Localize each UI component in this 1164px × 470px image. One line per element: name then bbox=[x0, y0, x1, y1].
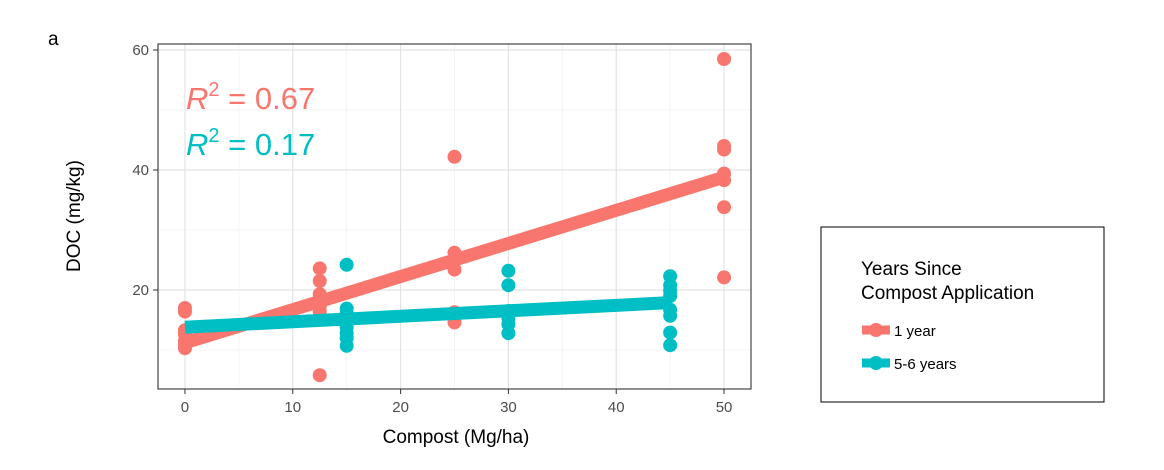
x-tick-label: 0 bbox=[181, 399, 189, 416]
point-5-6-years bbox=[339, 338, 354, 353]
fit-line-1-year bbox=[183, 170, 726, 350]
r2-value-1-year: 0.67 bbox=[255, 81, 315, 116]
point-1-year bbox=[312, 261, 327, 276]
r2-label-5-6-years: R2 = 0.17 bbox=[186, 125, 315, 162]
legend-title-line2: Compost Application bbox=[861, 283, 1034, 304]
legend: Years Since Compost Application 1 year 5… bbox=[820, 226, 1105, 403]
point-5-6-years bbox=[501, 278, 516, 293]
legend-key-point-1-year bbox=[869, 323, 883, 337]
point-1-year bbox=[447, 149, 462, 164]
y-tick-label: 60 bbox=[132, 42, 149, 59]
r2-superscript: 2 bbox=[208, 79, 219, 101]
point-1-year bbox=[717, 200, 732, 215]
point-1-year bbox=[717, 52, 732, 66]
point-5-6-years bbox=[339, 257, 354, 272]
point-5-6-years bbox=[501, 263, 516, 278]
axes: 0 10 20 30 40 50 20 40 60 bbox=[132, 42, 732, 416]
r2-superscript: 2 bbox=[208, 125, 219, 147]
r2-equals: = bbox=[220, 81, 255, 116]
point-1-year bbox=[177, 304, 192, 319]
r2-value-5-6-years: 0.17 bbox=[255, 127, 315, 162]
y-tick-label: 40 bbox=[132, 162, 149, 179]
x-tick-label: 50 bbox=[716, 399, 733, 416]
x-tick-label: 20 bbox=[392, 399, 409, 416]
point-1-year bbox=[312, 368, 327, 383]
plot-panel-border bbox=[157, 43, 752, 390]
r2-symbol: R bbox=[186, 127, 208, 162]
point-5-6-years bbox=[663, 308, 678, 323]
y-axis-title: DOC (mg/kg) bbox=[64, 160, 85, 272]
legend-keys bbox=[862, 323, 890, 370]
legend-box bbox=[820, 226, 1105, 403]
point-5-6-years bbox=[663, 338, 678, 353]
x-tick-label: 10 bbox=[284, 399, 301, 416]
point-5-6-years bbox=[501, 326, 516, 341]
legend-title-line1: Years Since bbox=[861, 259, 962, 280]
fit-line-5-6-years bbox=[184, 296, 671, 334]
y-tick-label: 20 bbox=[132, 282, 149, 299]
r2-equals: = bbox=[220, 127, 255, 162]
legend-key-point-5-6-years bbox=[869, 356, 883, 370]
r2-annotation-1-year: R2 = 0.67 bbox=[186, 79, 315, 116]
r2-annotation-5-6-years: R2 = 0.17 bbox=[186, 125, 315, 162]
legend-label-5-6-years: 5-6 years bbox=[894, 356, 957, 373]
point-1-year bbox=[717, 270, 732, 285]
point-1-year bbox=[312, 274, 327, 288]
x-tick-label: 40 bbox=[608, 399, 625, 416]
panel-label: a bbox=[48, 29, 59, 50]
point-5-6-years bbox=[663, 325, 678, 340]
x-tick-label: 30 bbox=[500, 399, 517, 416]
legend-label-1-year: 1 year bbox=[894, 323, 936, 340]
r2-label-1-year: R2 = 0.67 bbox=[186, 79, 315, 116]
r2-symbol: R bbox=[186, 81, 208, 116]
point-1-year bbox=[717, 142, 732, 157]
regression-lines bbox=[183, 170, 726, 350]
grid-lines bbox=[158, 44, 751, 389]
x-axis-title: Compost (Mg/ha) bbox=[383, 427, 530, 448]
